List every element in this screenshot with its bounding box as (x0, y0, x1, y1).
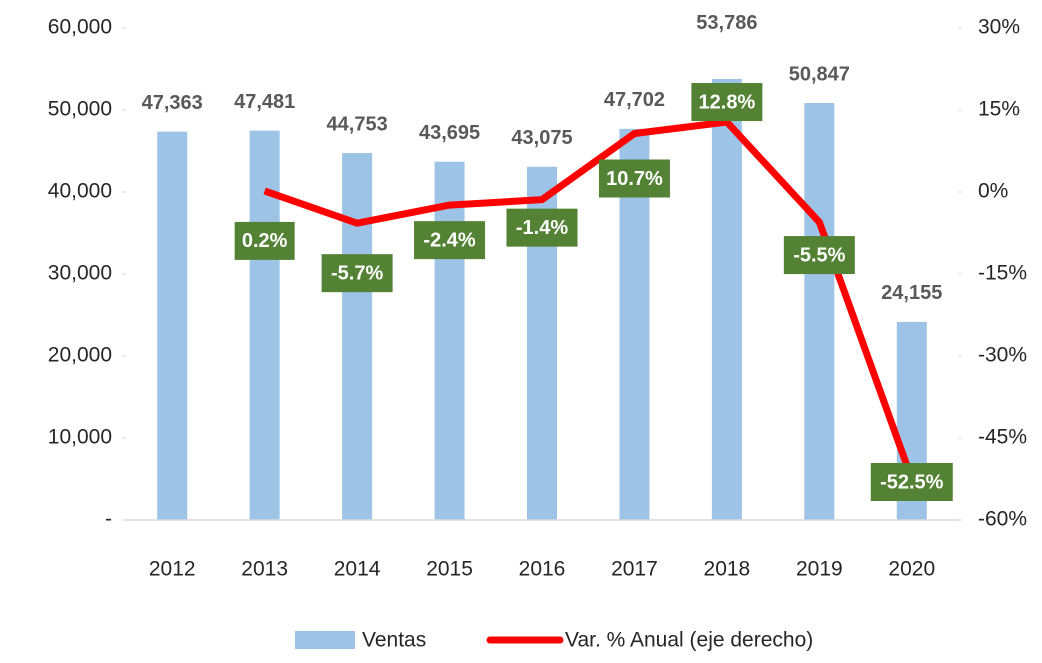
x-tick-label: 2017 (611, 558, 658, 581)
bar (804, 103, 835, 521)
bar (249, 130, 280, 520)
line-label-box (783, 236, 855, 275)
line-label-box (321, 254, 393, 293)
bar (157, 131, 188, 520)
y-tick-label: 30,000 (48, 262, 112, 285)
x-tick-label: 2012 (149, 558, 196, 581)
y2-tick-label: 15% (978, 98, 1020, 121)
line-value-label: -52.5% (880, 471, 944, 493)
x-tick-label: 2018 (704, 558, 751, 581)
bar-value-label: 44,753 (327, 113, 388, 135)
bar-value-label: 47,481 (234, 91, 295, 113)
bar-value-label: 24,155 (881, 282, 942, 304)
bar-value-label: 43,695 (419, 122, 480, 144)
y2-tick-label: 0% (978, 180, 1008, 203)
bar-value-label: 47,363 (142, 92, 203, 114)
bar (434, 161, 465, 521)
y2-tick-label: -15% (978, 262, 1027, 285)
line-label-box (691, 83, 763, 122)
bar-value-label: 53,786 (696, 12, 757, 34)
y2-tick-label: -30% (978, 344, 1027, 367)
y-tick-label: 40,000 (48, 180, 112, 203)
bar-value-label: 47,702 (604, 89, 665, 111)
x-tick-label: 2019 (796, 558, 843, 581)
y-tick-label: - (105, 508, 112, 531)
line-value-label: 0.2% (242, 230, 288, 252)
y-tick-label: 10,000 (48, 426, 112, 449)
line-value-label: -1.4% (516, 217, 568, 239)
line-value-label: 12.8% (699, 91, 756, 113)
x-tick-label: 2015 (426, 558, 473, 581)
y-tick-label: 20,000 (48, 344, 112, 367)
bar-value-label: 43,075 (511, 127, 572, 149)
x-tick-label: 2014 (334, 558, 381, 581)
y-tick-label: 60,000 (48, 16, 112, 39)
x-tick-label: 2020 (888, 558, 935, 581)
line-label-box (506, 208, 578, 247)
legend-swatch (295, 631, 355, 649)
bar-value-label: 50,847 (789, 63, 850, 85)
y2-tick-label: -60% (978, 508, 1027, 531)
line-value-label: -5.7% (331, 262, 383, 284)
line (263, 118, 916, 481)
bar (342, 153, 373, 521)
x-tick-label: 2013 (241, 558, 288, 581)
y2-tick-label: -45% (978, 426, 1027, 449)
line-label-box (598, 159, 670, 198)
line-value-label: -2.4% (423, 229, 475, 251)
line-value-label: 10.7% (606, 168, 663, 190)
legend-label: Var. % Anual (eje derecho) (565, 629, 813, 652)
line-label-box (234, 221, 295, 260)
y2-tick-label: 30% (978, 16, 1020, 39)
x-tick-label: 2016 (519, 558, 566, 581)
legend-label: Ventas (362, 629, 426, 652)
line-value-label: -5.5% (793, 244, 845, 266)
y-tick-label: 50,000 (48, 98, 112, 121)
line-label-box (870, 463, 953, 501)
line-label-box (414, 221, 486, 260)
bar (711, 78, 742, 520)
